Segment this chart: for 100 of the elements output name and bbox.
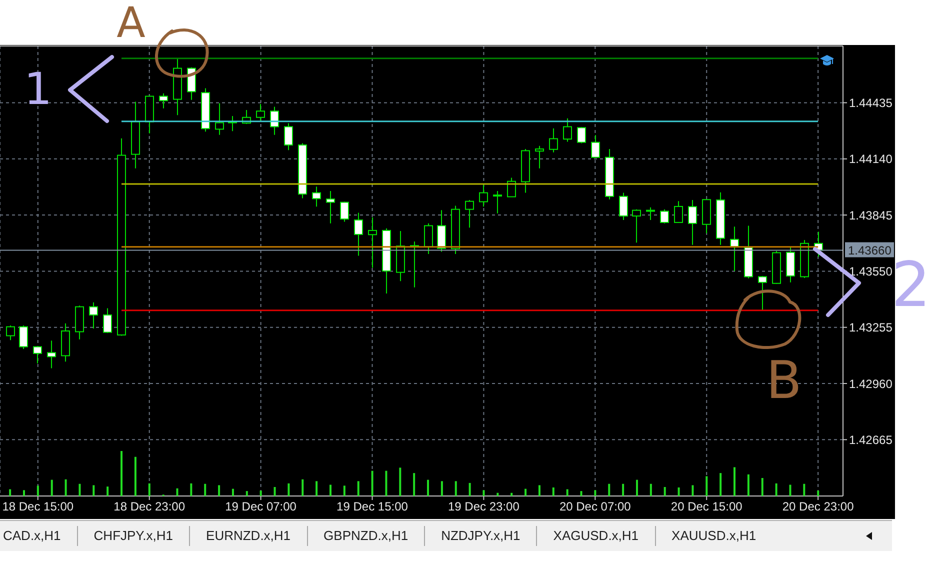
y-tick-label: 1.43845 bbox=[849, 208, 893, 222]
bar bbox=[399, 468, 402, 496]
text: EURNZD.x,H1 bbox=[189, 526, 307, 546]
x-tick-label: 18 Dec 23:00 bbox=[114, 500, 186, 514]
bar bbox=[120, 451, 123, 496]
bar bbox=[190, 483, 192, 496]
candlestick bbox=[493, 190, 502, 214]
bar bbox=[427, 480, 430, 496]
candlestick bbox=[660, 208, 669, 224]
bar bbox=[288, 483, 290, 496]
candlestick bbox=[632, 208, 641, 244]
bar bbox=[650, 484, 652, 496]
text: XAGUSD.x,H1 bbox=[536, 526, 655, 546]
annotation: B bbox=[766, 351, 802, 411]
x-tick-label: 20 Dec 15:00 bbox=[670, 500, 743, 514]
y-tick-label: 1.43255 bbox=[849, 320, 893, 335]
bar bbox=[134, 456, 136, 496]
candlestick bbox=[19, 324, 28, 350]
candlestick bbox=[507, 177, 516, 198]
bar bbox=[176, 488, 178, 496]
bar bbox=[357, 481, 360, 496]
candlestick bbox=[312, 186, 321, 208]
y-tick-label: 1.42960 bbox=[849, 376, 893, 391]
bar bbox=[36, 486, 39, 496]
bar bbox=[148, 483, 150, 496]
annotation: A bbox=[116, 0, 146, 47]
bar bbox=[385, 470, 388, 496]
text: GBPNZD.x,H1 bbox=[306, 526, 424, 546]
bar bbox=[496, 492, 499, 496]
bar bbox=[329, 484, 332, 496]
bar bbox=[734, 467, 736, 496]
text: CAD.x,H1 bbox=[2, 527, 62, 545]
bar bbox=[524, 488, 527, 496]
candlestick bbox=[215, 102, 224, 136]
candlestick bbox=[674, 200, 683, 224]
candlestick bbox=[758, 275, 767, 311]
bar bbox=[817, 490, 820, 496]
candlestick bbox=[354, 212, 363, 256]
text: 2 bbox=[891, 248, 931, 321]
candlestick bbox=[284, 122, 293, 151]
x-tick-label: 20 Dec 23:00 bbox=[782, 500, 854, 514]
bar bbox=[204, 484, 206, 496]
x-tick-label: 19 Dec 07:00 bbox=[225, 500, 297, 514]
x-tick-label: 19 Dec 23:00 bbox=[448, 500, 520, 514]
bar bbox=[482, 490, 485, 496]
candlestick bbox=[6, 324, 15, 341]
bar bbox=[552, 487, 554, 496]
candlestick bbox=[33, 346, 42, 364]
y-tick-label: 1.43550 bbox=[849, 264, 893, 278]
x-tick-label: 18 Dec 15:00 bbox=[2, 500, 74, 514]
bar bbox=[78, 484, 81, 496]
bar bbox=[302, 479, 304, 496]
text: XAUUSD.x,H1 bbox=[654, 526, 772, 546]
bar bbox=[343, 486, 346, 496]
candlestick bbox=[479, 184, 488, 208]
bar bbox=[64, 479, 67, 496]
bar bbox=[413, 473, 416, 496]
x-tick-label: 19 Dec 15:00 bbox=[336, 500, 408, 514]
bar bbox=[260, 490, 262, 496]
x-tick-label: 20 Dec 07:00 bbox=[559, 500, 632, 514]
bar bbox=[440, 481, 443, 496]
candlestick bbox=[591, 134, 600, 158]
y-tick-label: 1.44435 bbox=[849, 96, 893, 110]
bar bbox=[720, 473, 722, 496]
ref-line-label: 1.43660 bbox=[848, 243, 892, 258]
bar bbox=[510, 492, 513, 496]
candlestick bbox=[465, 199, 474, 228]
bar bbox=[371, 470, 374, 496]
bar bbox=[454, 481, 457, 496]
bar bbox=[636, 480, 638, 496]
candlestick bbox=[256, 104, 265, 122]
bar bbox=[106, 486, 109, 496]
bar bbox=[566, 489, 568, 496]
bar bbox=[664, 487, 666, 496]
candlestick bbox=[577, 126, 586, 144]
y-tick-label: 1.44140 bbox=[849, 152, 893, 166]
bar bbox=[538, 485, 540, 496]
bar bbox=[747, 474, 750, 496]
candlestick bbox=[270, 106, 279, 136]
bar bbox=[9, 489, 12, 496]
candlestick bbox=[563, 118, 572, 142]
candlestick bbox=[549, 128, 558, 153]
candlestick bbox=[535, 145, 544, 169]
bar bbox=[246, 491, 248, 496]
bar bbox=[678, 487, 680, 496]
candlestick bbox=[103, 308, 112, 334]
bar bbox=[274, 487, 276, 496]
candlestick bbox=[619, 192, 628, 220]
bar bbox=[580, 491, 582, 496]
bar bbox=[594, 490, 596, 496]
annotation: 1 bbox=[24, 64, 52, 115]
bar bbox=[789, 484, 792, 496]
bar bbox=[232, 488, 234, 496]
bar bbox=[468, 482, 471, 496]
bar bbox=[22, 490, 25, 496]
bar bbox=[608, 484, 610, 496]
bar bbox=[622, 484, 624, 496]
bar bbox=[803, 484, 806, 496]
text: NZDJPY.x,H1 bbox=[424, 526, 536, 546]
bar bbox=[706, 476, 708, 496]
